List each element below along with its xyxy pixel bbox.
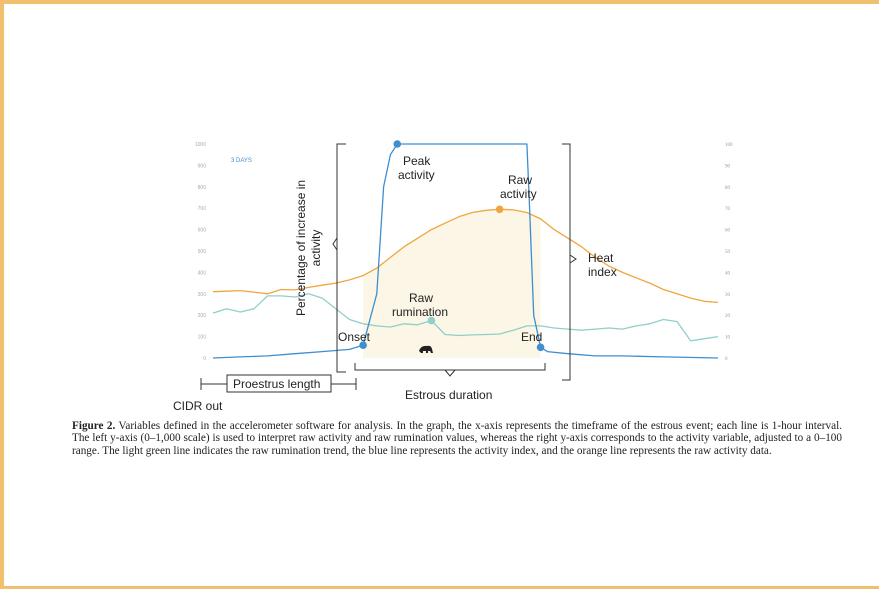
left-tick-label: 0: [203, 356, 206, 362]
series-line-activity-index: [212, 143, 719, 359]
cidr-out-label: CIDR out: [173, 399, 223, 413]
left-bracket-tick: [332, 237, 338, 251]
left-bracket: [336, 143, 346, 373]
end-label: End: [521, 330, 542, 344]
peak-label-2: activity: [398, 168, 435, 182]
left-tick-label: 200: [198, 313, 207, 319]
caption-label: Figure 2.: [72, 420, 116, 432]
right-tick-label: 60: [725, 229, 731, 234]
estrous-duration-label: Estrous duration: [405, 388, 492, 402]
proestrus-bracket: [200, 378, 357, 390]
raw-rumination-label-1: Raw: [409, 291, 433, 305]
marker-end: [536, 343, 545, 352]
marker-raw-activity: [495, 205, 504, 214]
marker-onset: [359, 341, 367, 349]
onset-label: Onset: [338, 330, 371, 344]
figure-caption: Figure 2. Variables defined in the accel…: [72, 420, 842, 457]
peak-label-1: Peak: [403, 154, 431, 168]
right-tick-label: 90: [725, 164, 731, 169]
left-axis-ticks: 0 100 200 300 400 500 600 700 800 900 1000: [195, 142, 206, 362]
ylabel-line-2: activity: [309, 230, 323, 267]
right-tick-label: 80: [725, 186, 731, 191]
left-tick-label: 100: [198, 335, 207, 341]
right-tick-label: 70: [725, 207, 731, 212]
right-tick-label: 40: [725, 271, 731, 276]
left-tick-label: 300: [198, 292, 207, 298]
marker-peak-activity: [393, 140, 402, 148]
ylabel-line-1: Percentage of increase in: [294, 180, 308, 316]
right-tick-label: 50: [725, 250, 731, 255]
timescale-label: 3 DAYS: [231, 158, 252, 164]
heat-bracket-tick: [569, 254, 577, 264]
raw-activity-label-2: activity: [500, 187, 537, 201]
left-tick-label: 600: [198, 228, 207, 234]
left-tick-label: 400: [198, 270, 207, 276]
estrous-highlight-area: [363, 209, 541, 358]
right-tick-label: 20: [725, 314, 731, 319]
proestrus-label: Proestrus length: [233, 377, 320, 391]
caption-text: Variables defined in the accelerometer s…: [72, 420, 842, 457]
right-tick-label: 0: [725, 357, 728, 362]
left-tick-label: 700: [198, 206, 207, 212]
right-bracket: [562, 143, 571, 381]
heat-index-label-2: index: [588, 265, 617, 279]
series-line-raw-rumination: [212, 293, 719, 342]
right-axis-ticks: 0 10 20 30 40 50 60 70 80 90 100: [725, 143, 733, 362]
right-tick-label: 10: [725, 336, 731, 341]
raw-activity-label-1: Raw: [508, 173, 532, 187]
left-tick-label: 500: [198, 249, 207, 255]
left-tick-label: 800: [198, 185, 207, 191]
series-lines: [212, 143, 719, 359]
left-tick-label: 1000: [195, 142, 206, 148]
left-tick-label: 900: [198, 163, 207, 169]
proestrus-box: [226, 374, 332, 393]
series-line-raw-activity: [212, 208, 719, 304]
heat-index-label-1: Heat: [588, 251, 614, 265]
right-tick-label: 100: [725, 143, 733, 148]
right-tick-label: 30: [725, 293, 731, 298]
raw-rumination-label-2: rumination: [392, 305, 448, 319]
estrous-duration-bracket: [354, 363, 546, 377]
marker-raw-rumination: [427, 316, 436, 325]
cow-icon: [419, 345, 433, 353]
